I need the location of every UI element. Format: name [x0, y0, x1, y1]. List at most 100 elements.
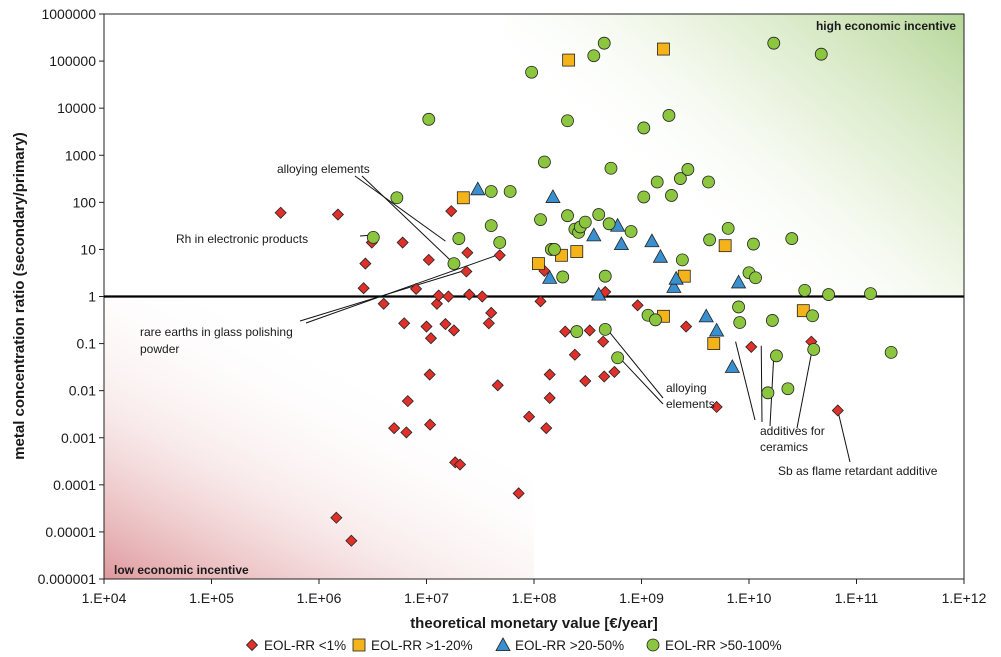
y-tick-label: 100000: [49, 53, 96, 69]
annotation-leader-line: [760, 345, 763, 423]
annotation-leader-line: [735, 341, 756, 421]
data-point: [747, 237, 760, 251]
data-point: [761, 386, 775, 400]
x-tick-label: 1.E+11: [835, 590, 879, 606]
y-tick-label: 10000: [57, 100, 96, 116]
legend-label: EOL-RR <1%: [264, 638, 346, 653]
data-point: [611, 351, 625, 365]
data-point: [732, 300, 745, 314]
data-point: [662, 109, 676, 122]
annotation-alloying-elements-1: alloying elements: [277, 162, 370, 176]
corner-label-high: high economic incentive: [816, 19, 956, 33]
data-point: [543, 368, 556, 381]
data-point: [884, 345, 898, 359]
data-point: [702, 175, 715, 189]
series-triangle: [470, 181, 747, 373]
annotation-alloying-elements-2: alloying elements: [666, 381, 715, 411]
data-point: [707, 337, 721, 350]
data-point: [396, 236, 409, 249]
data-point: [708, 322, 725, 337]
data-point: [442, 290, 455, 303]
data-point: [460, 265, 473, 278]
data-point: [814, 47, 828, 61]
data-point: [561, 209, 574, 223]
y-tick-label: 0.001: [61, 430, 96, 446]
data-point: [359, 257, 372, 270]
data-point: [598, 370, 611, 383]
data-point: [604, 161, 618, 175]
data-point: [439, 317, 452, 331]
x-tick-label: 1.E+09: [619, 590, 664, 606]
y-tick-label: 0.0001: [53, 477, 96, 493]
data-point: [807, 343, 821, 356]
series-diamond: [274, 205, 844, 547]
data-point: [432, 289, 445, 302]
data-point: [608, 365, 621, 378]
data-point: [703, 233, 716, 247]
data-point: [718, 239, 732, 253]
data-point: [542, 269, 558, 284]
data-point: [602, 217, 616, 231]
annotation-rh-electronic: Rh in electronic products: [176, 232, 308, 246]
data-point: [570, 325, 584, 338]
data-point: [523, 410, 536, 423]
legend-label: EOL-RR >20-50%: [515, 638, 624, 653]
data-point: [330, 511, 343, 524]
data-point: [366, 230, 380, 244]
data-point: [424, 332, 438, 345]
data-points: [274, 36, 898, 547]
data-point: [561, 114, 574, 128]
data-point: [447, 257, 461, 270]
annotation-leader-line: [837, 410, 851, 463]
x-tick-label: 1.E+10: [727, 590, 772, 606]
data-point: [624, 225, 638, 238]
legend-marker: [495, 637, 511, 651]
data-point: [822, 288, 835, 301]
annotation-leader-line: [354, 175, 446, 242]
data-point: [493, 236, 507, 249]
data-point: [745, 340, 758, 353]
data-point: [357, 282, 370, 295]
x-tick-label: 1.E+04: [82, 590, 127, 606]
annotation-additives-ceramics: additives for ceramics: [760, 424, 828, 454]
data-point: [422, 112, 436, 126]
y-axis: 0.000001 0.00001 0.0001 0.001 0.01 0.1 1 10 100 1…: [38, 6, 104, 587]
data-point: [540, 422, 553, 435]
data-point: [470, 181, 486, 196]
data-point: [534, 295, 547, 308]
data-point: [525, 65, 539, 79]
data-point: [568, 348, 581, 361]
legend-marker: [245, 638, 259, 652]
data-point: [650, 175, 664, 189]
data-point: [613, 236, 630, 251]
data-point: [503, 185, 517, 198]
annotation-leader-line: [361, 175, 455, 264]
data-point: [401, 395, 414, 408]
series-circle: [366, 36, 898, 400]
data-point: [398, 317, 411, 330]
data-point: [730, 274, 747, 289]
y-tick-label: 1: [88, 289, 96, 305]
annotation-leaders: [299, 175, 851, 463]
data-point: [781, 382, 795, 396]
annotation-alloying-2-line-2: elements: [666, 397, 715, 411]
data-point: [390, 191, 404, 205]
data-point: [631, 299, 644, 312]
data-point: [749, 271, 762, 285]
data-point: [456, 191, 470, 205]
data-point: [675, 253, 689, 267]
y-tick-label: 0.000001: [38, 571, 97, 587]
x-tick-label: 1.E+12: [942, 590, 987, 606]
legend: EOL-RR <1% EOL-RR >1-20% EOL-RR >20-50% EOL…: [245, 637, 782, 653]
data-point: [345, 534, 358, 547]
annotation-alloying-2-line-1: alloying: [666, 381, 707, 395]
data-point: [545, 189, 561, 203]
data-point: [538, 155, 551, 169]
data-point: [484, 219, 498, 233]
legend-marker: [352, 638, 366, 652]
x-axis: 1.E+04 1.E+05 1.E+06 1.E+07 1.E+08 1.E+09 1.E+…: [82, 579, 987, 606]
data-point: [698, 308, 714, 323]
y-tick-label: 1000000: [41, 6, 96, 22]
annotation-rare-earths: rare earths in glass polishing powder: [140, 325, 296, 356]
